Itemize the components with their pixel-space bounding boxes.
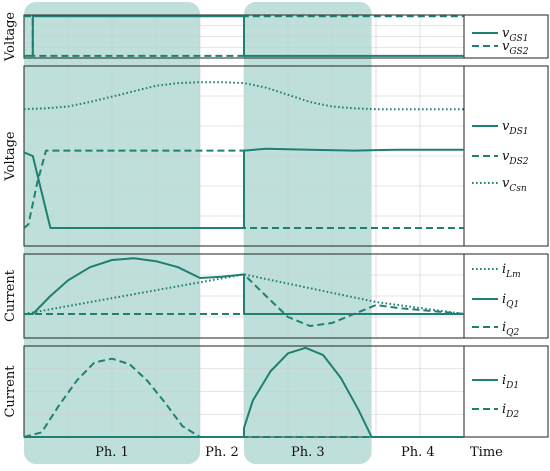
x-axis-label: Time <box>470 445 503 460</box>
panel-4-ylabel: Current <box>3 365 18 418</box>
series-v-Csn <box>23 81 464 111</box>
panel-4-legend-box <box>463 345 549 438</box>
series-v-GS2 <box>24 15 464 57</box>
legend-label-Csn: vCsn <box>502 176 527 194</box>
phase-label-1: Ph. 1 <box>95 445 129 460</box>
panel-3-ylabel: Current <box>3 269 18 322</box>
legend-label-D2: iD2 <box>502 402 519 420</box>
axes <box>23 14 549 438</box>
series-i-D1 <box>24 346 464 438</box>
legend-label-DS2: vDS2 <box>502 149 529 167</box>
legend-label-D1: iD1 <box>502 373 519 391</box>
series-i-Q1 <box>24 257 464 315</box>
panel-1-ylabel: Voltage <box>3 12 18 62</box>
panel-2-ylabel: Voltage <box>3 131 18 181</box>
series-v-DS1 <box>23 147 464 229</box>
legend-label-Lm: iLm <box>502 262 521 280</box>
legend-label-Q2: iQ2 <box>502 320 520 338</box>
legend-label-GS2: vGS2 <box>502 39 529 57</box>
series-i-Q2 <box>24 273 465 327</box>
phase-label-3: Ph. 3 <box>291 445 325 460</box>
series-i-D2 <box>23 357 464 438</box>
series-v-DS2 <box>23 149 464 229</box>
legend-label-DS1: vDS1 <box>502 119 528 137</box>
phase-shading <box>24 2 372 464</box>
legend-label-GS1: vGS1 <box>502 26 528 44</box>
series-lines <box>23 15 465 438</box>
legend-label-Q1: iQ1 <box>502 292 519 310</box>
panel-1-legend-box <box>463 14 549 59</box>
series-v-GS1 <box>24 15 464 57</box>
phase-shade-3 <box>244 2 372 464</box>
phase-label-4: Ph. 4 <box>401 445 435 460</box>
phase-label-2: Ph. 2 <box>205 445 239 460</box>
panel-3-legend-box <box>463 253 549 339</box>
